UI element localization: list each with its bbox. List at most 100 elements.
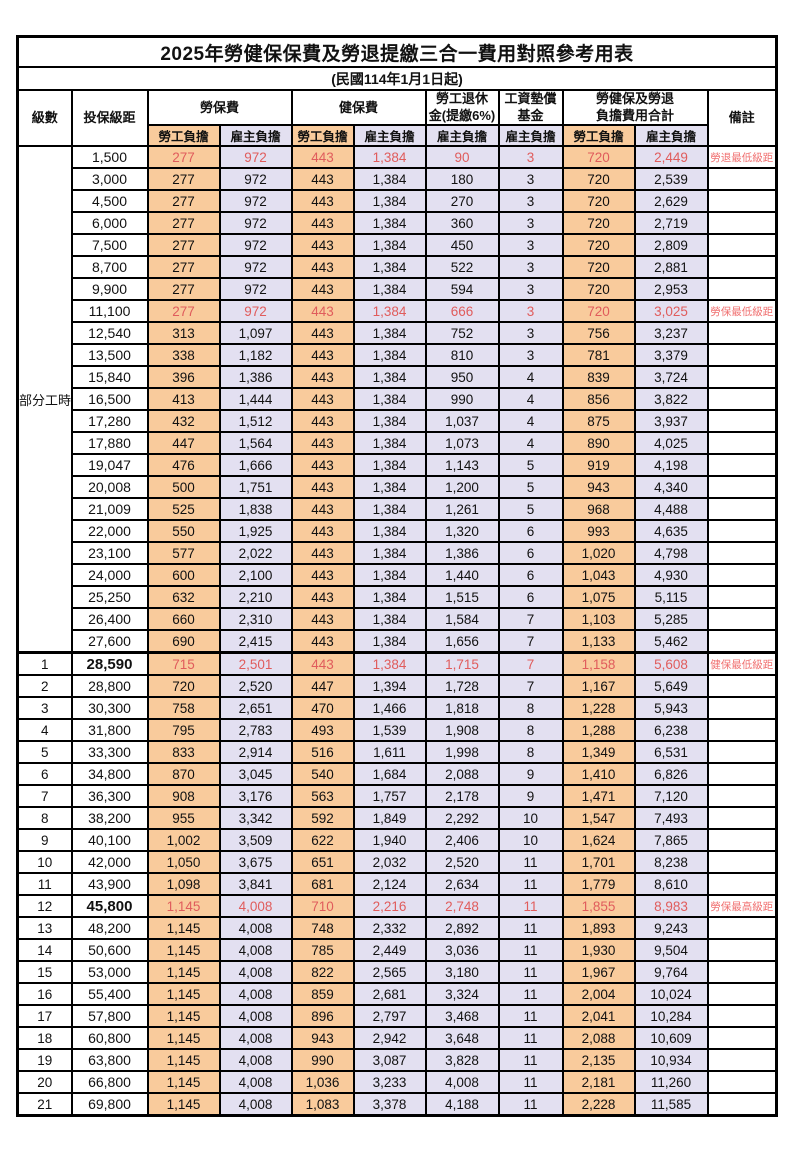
header-group-row: 級數 投保級距 勞保費 健保費 勞工退休 金(提繳6%) 工資墊償 基金 勞健保… [16, 89, 778, 147]
header-total: 勞健保及勞退 負擔費用合計 [561, 89, 709, 126]
cell-labor-employee: 600 [146, 563, 221, 587]
cell-total-employee: 1,228 [561, 696, 636, 720]
cell-total-employer: 2,629 [633, 189, 709, 213]
cell-total-employer: 3,822 [633, 387, 709, 411]
cell-remark [706, 409, 778, 433]
cell-wage-fund-employer: 8 [497, 696, 564, 720]
subheader-wage-fund-employer: 雇主負擔 [497, 124, 564, 147]
table-row: 5 33,300 833 2,914 516 1,611 1,998 8 1,349 6,531 [16, 740, 778, 764]
cell-total-employer: 7,493 [633, 806, 709, 830]
cell-insured-bracket: 38,200 [70, 806, 149, 830]
cell-health-employer: 1,384 [352, 167, 427, 191]
cell-insured-bracket: 15,840 [70, 365, 149, 389]
cell-wage-fund-employer: 8 [497, 718, 564, 742]
cell-pension-employer: 2,178 [424, 784, 500, 808]
cell-health-employer: 1,384 [352, 651, 427, 676]
table-row: 3,000 277 972 443 1,384 180 3 720 2,539 [18, 167, 778, 191]
cell-labor-employer: 972 [218, 189, 293, 213]
table-row: 20,008 500 1,751 443 1,384 1,200 5 943 4,340 [18, 475, 778, 499]
cell-health-employer: 1,940 [352, 828, 427, 852]
cell-labor-employer: 4,008 [218, 916, 293, 940]
cell-labor-employee: 1,145 [146, 1026, 221, 1050]
cell-insured-bracket: 43,900 [70, 872, 149, 896]
cell-wage-fund-employer: 5 [497, 475, 564, 499]
cell-health-employee: 651 [290, 850, 355, 874]
cell-total-employee: 1,103 [561, 607, 636, 631]
cell-health-employee: 470 [290, 696, 355, 720]
cell-health-employee: 990 [290, 1048, 355, 1072]
cell-health-employee: 563 [290, 784, 355, 808]
cell-labor-employer: 972 [218, 233, 293, 257]
cell-health-employee: 443 [290, 167, 355, 191]
cell-wage-fund-employer: 3 [497, 299, 564, 323]
cell-pension-employer: 1,386 [424, 541, 500, 565]
cell-labor-employer: 2,914 [218, 740, 293, 764]
cell-total-employer: 5,649 [633, 674, 709, 698]
table-row: 9 40,100 1,002 3,509 622 1,940 2,406 10 1,624 7,8… [16, 828, 778, 852]
cell-insured-bracket: 50,600 [70, 938, 149, 962]
cell-labor-employer: 1,751 [218, 475, 293, 499]
table-row: 19,047 476 1,666 443 1,384 1,143 5 919 4,198 [18, 453, 778, 477]
cell-insured-bracket: 6,000 [70, 211, 149, 235]
cell-labor-employee: 277 [146, 167, 221, 191]
cell-labor-employee: 338 [146, 343, 221, 367]
cell-total-employer: 4,025 [633, 431, 709, 455]
page-subtitle: (民國114年1月1日起) [16, 66, 778, 91]
cell-wage-fund-employer: 3 [497, 321, 564, 345]
cell-total-employee: 1,043 [561, 563, 636, 587]
cell-total-employee: 720 [561, 233, 636, 257]
cell-pension-employer: 1,200 [424, 475, 500, 499]
cell-insured-bracket: 24,000 [70, 563, 149, 587]
cell-total-employee: 720 [561, 299, 636, 323]
table-row: 部分工時 1,500 277 972 443 1,384 90 3 720 2,449 勞退最低級距 [16, 145, 778, 654]
cell-wage-fund-employer: 8 [497, 740, 564, 764]
cell-health-employee: 443 [290, 321, 355, 345]
subheader-labor-employer: 雇主負擔 [218, 124, 293, 147]
cell-health-employee: 622 [290, 828, 355, 852]
cell-total-employer: 10,284 [633, 1004, 709, 1028]
cell-remark [706, 607, 778, 631]
cell-total-employee: 1,930 [561, 938, 636, 962]
cell-wage-fund-employer: 5 [497, 497, 564, 521]
cell-health-employee: 822 [290, 960, 355, 984]
cell-health-employee: 443 [290, 299, 355, 323]
cell-total-employer: 2,719 [633, 211, 709, 235]
cell-labor-employer: 4,008 [218, 894, 293, 918]
table-row: 9,900 277 972 443 1,384 594 3 720 2,953 [18, 277, 778, 301]
cell-labor-employer: 2,310 [218, 607, 293, 631]
cell-pension-employer: 360 [424, 211, 500, 235]
table-row: 26,400 660 2,310 443 1,384 1,584 7 1,103 5,285 [18, 607, 778, 631]
cell-remark [706, 850, 778, 874]
cell-wage-fund-employer: 3 [497, 167, 564, 191]
cell-level: 15 [16, 960, 73, 984]
cell-labor-employer: 3,176 [218, 784, 293, 808]
cell-total-employer: 4,488 [633, 497, 709, 521]
cell-insured-bracket: 23,100 [70, 541, 149, 565]
cell-labor-employee: 690 [146, 629, 221, 654]
cell-total-employer: 5,608 [633, 651, 709, 676]
table-row: 17,280 432 1,512 443 1,384 1,037 4 875 3,937 [18, 409, 778, 433]
cell-labor-employee: 795 [146, 718, 221, 742]
cell-health-employer: 1,384 [352, 409, 427, 433]
table-row: 17 57,800 1,145 4,008 896 2,797 3,468 11 2,041 10… [16, 1004, 778, 1028]
cell-insured-bracket: 13,500 [70, 343, 149, 367]
cell-labor-employer: 1,925 [218, 519, 293, 543]
cell-health-employee: 443 [290, 255, 355, 279]
cell-labor-employee: 1,050 [146, 850, 221, 874]
cell-total-employer: 8,610 [633, 872, 709, 896]
cell-total-employee: 856 [561, 387, 636, 411]
table-row: 19 63,800 1,145 4,008 990 3,087 3,828 11 2,135 10… [16, 1048, 778, 1072]
cell-total-employer: 8,238 [633, 850, 709, 874]
cell-total-employee: 720 [561, 145, 636, 169]
cell-health-employer: 1,384 [352, 321, 427, 345]
cell-labor-employer: 2,501 [218, 651, 293, 676]
cell-wage-fund-employer: 11 [497, 1026, 564, 1050]
cell-remark [706, 211, 778, 235]
cell-wage-fund-employer: 11 [497, 916, 564, 940]
cell-pension-employer: 1,908 [424, 718, 500, 742]
cell-total-employer: 4,198 [633, 453, 709, 477]
cell-labor-employer: 4,008 [218, 1026, 293, 1050]
cell-wage-fund-employer: 11 [497, 850, 564, 874]
cell-insured-bracket: 19,047 [70, 453, 149, 477]
cell-health-employee: 493 [290, 718, 355, 742]
